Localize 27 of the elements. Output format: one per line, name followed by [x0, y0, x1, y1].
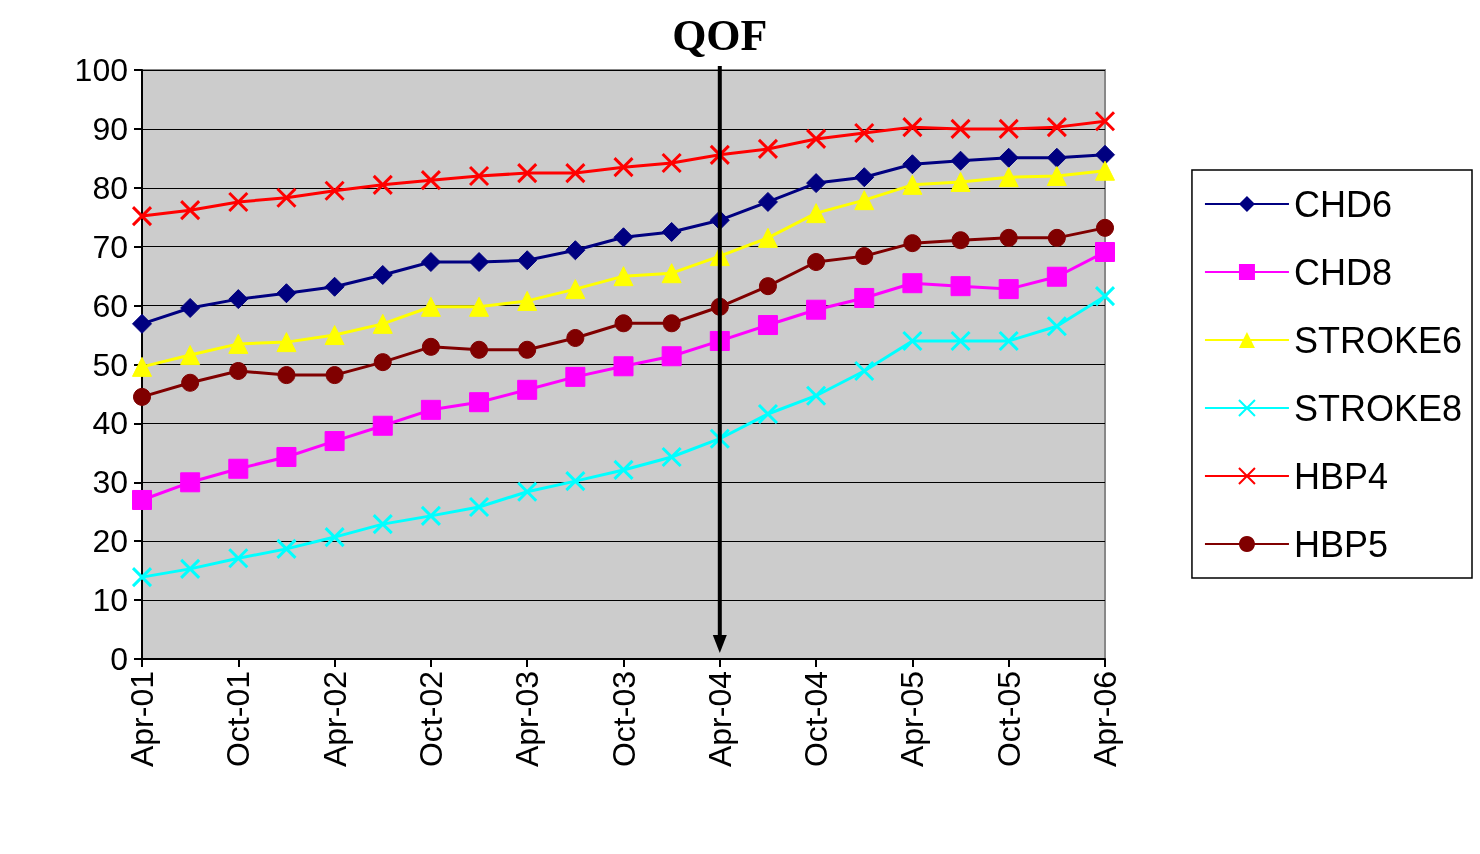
x-tick-label: Oct-04 [798, 671, 835, 768]
legend-label: HBP4 [1293, 455, 1388, 497]
legend-label: HBP5 [1293, 523, 1388, 565]
legend-label: STROKE6 [1293, 319, 1462, 361]
y-tick-label: 80 [92, 169, 128, 206]
x-tick-label: Apr-06 [1087, 671, 1123, 768]
y-tick-label: 30 [92, 464, 128, 501]
x-tick-label: Apr-05 [894, 671, 931, 768]
legend-label: CHD6 [1293, 183, 1392, 225]
x-tick-label: Oct-02 [412, 671, 449, 768]
y-tick-label: 10 [92, 582, 128, 619]
legend-label: CHD8 [1293, 251, 1392, 293]
y-tick-label: 60 [92, 287, 128, 324]
x-tick-label: Apr-04 [701, 671, 738, 768]
x-tick-label: Oct-05 [990, 671, 1027, 768]
y-tick-label: 90 [92, 110, 128, 147]
y-tick-label: 100 [74, 52, 128, 88]
x-tick-label: Apr-03 [509, 671, 546, 768]
y-tick-label: 20 [92, 523, 128, 560]
annotation: QOF [671, 10, 769, 62]
legend-label: STROKE8 [1293, 387, 1462, 429]
x-tick-label: Oct-03 [605, 671, 642, 768]
x-tick-label: Apr-02 [316, 671, 353, 768]
y-tick-label: 70 [92, 228, 128, 265]
y-tick-label: 40 [92, 405, 128, 442]
y-tick-label: 50 [92, 346, 128, 383]
x-tick-label: Oct-01 [220, 671, 257, 768]
